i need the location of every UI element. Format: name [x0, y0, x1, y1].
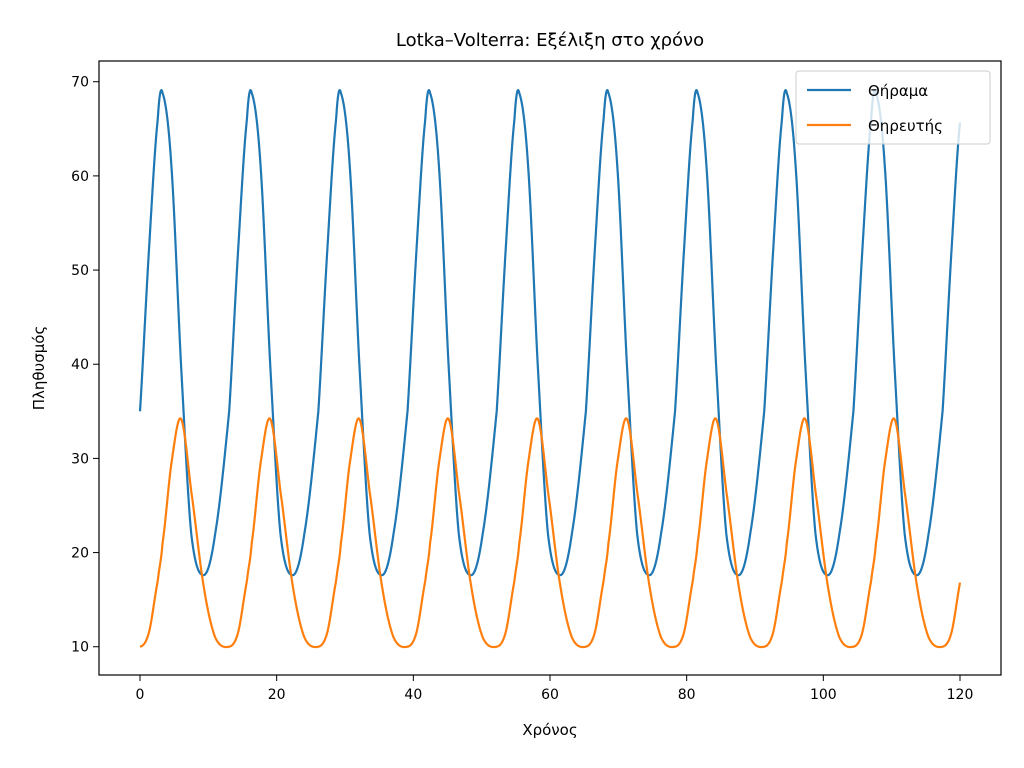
- y-tick-label: 40: [71, 357, 89, 373]
- y-tick-label: 30: [71, 451, 89, 467]
- x-tick-label: 120: [947, 687, 974, 703]
- chart-title: Lotka–Volterra: Εξέλιξη στο χρόνο: [396, 30, 704, 51]
- legend-label-predator: Θηρευτής: [868, 117, 943, 135]
- x-axis-ticks: 0 20 40 60 80 100 120: [136, 675, 974, 703]
- series-line-1: [139, 417, 962, 649]
- y-tick-label: 50: [71, 263, 89, 279]
- legend-label-prey: Θήραμα: [868, 82, 928, 100]
- x-tick-label: 40: [404, 687, 422, 703]
- x-tick-label: 100: [810, 687, 837, 703]
- x-tick-label: 0: [136, 687, 145, 703]
- legend: Θήραμα Θηρευτής: [795, 70, 991, 145]
- series-layer: [138, 89, 962, 649]
- y-tick-label: 10: [71, 640, 89, 656]
- y-tick-label: 70: [71, 75, 89, 91]
- x-tick-label: 80: [678, 687, 696, 703]
- x-axis-label: Χρόνος: [522, 721, 577, 739]
- y-axis-ticks: 10 20 30 40 50 60 70: [71, 75, 99, 656]
- x-tick-label: 60: [541, 687, 559, 703]
- series-line-0: [138, 89, 962, 577]
- y-axis-label: Πληθυσμός: [30, 326, 48, 411]
- x-tick-label: 20: [268, 687, 286, 703]
- y-tick-label: 20: [71, 546, 89, 562]
- y-tick-label: 60: [71, 169, 89, 185]
